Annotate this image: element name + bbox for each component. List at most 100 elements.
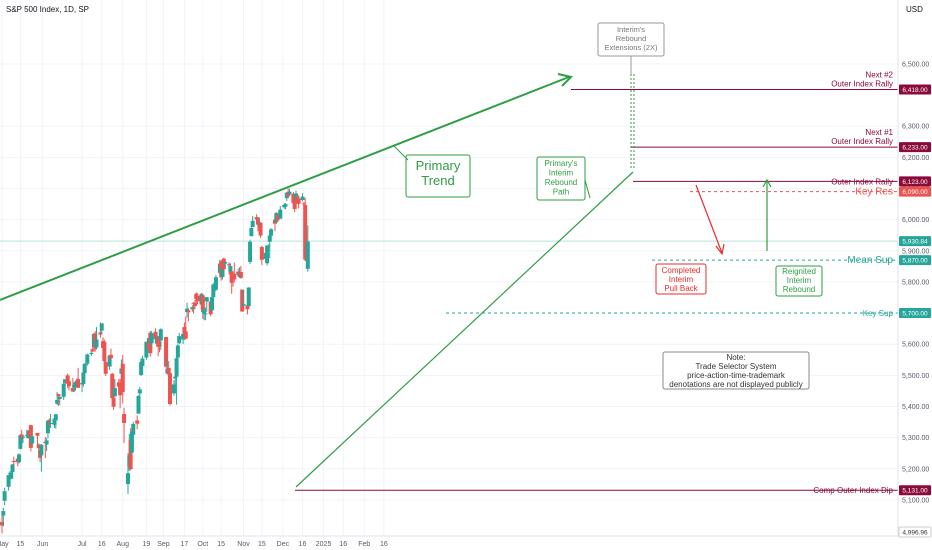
rebound-box bbox=[775, 265, 823, 297]
rebound-ext-label: Interim's bbox=[617, 25, 645, 34]
interim-path-label: Primary's bbox=[544, 159, 577, 168]
level-label: Key Sup bbox=[863, 309, 894, 318]
candle-body bbox=[267, 235, 272, 242]
candle-body bbox=[17, 454, 22, 463]
candle-body bbox=[166, 367, 171, 375]
candle-body bbox=[110, 373, 115, 399]
rebound-label: Interim bbox=[787, 276, 812, 285]
candle-body bbox=[164, 337, 169, 367]
candle-body bbox=[131, 423, 136, 435]
note-label: Note: bbox=[726, 353, 745, 362]
x-tick-label: 16 bbox=[299, 541, 307, 548]
candle-body bbox=[122, 413, 127, 423]
currency-label: USD bbox=[906, 5, 923, 14]
candle-body bbox=[181, 333, 186, 340]
y-tick-label: 6,000.00 bbox=[902, 217, 929, 224]
candle-body bbox=[149, 333, 154, 344]
candle-body bbox=[99, 323, 104, 331]
note-label: Trade Selector System bbox=[695, 362, 776, 371]
interim-path-label: Path bbox=[553, 188, 569, 197]
y-tick-label: 5,600.00 bbox=[902, 342, 929, 349]
candle-body bbox=[227, 264, 232, 266]
level-label: Key Res bbox=[855, 187, 893, 198]
candle-body bbox=[136, 395, 141, 414]
candle-body bbox=[192, 302, 197, 307]
y-tick-label: 6,200.00 bbox=[902, 155, 929, 162]
interim-path-pointer bbox=[584, 179, 591, 199]
candle-body bbox=[300, 196, 305, 201]
x-tick-label: Dec bbox=[277, 541, 290, 548]
candle-body bbox=[292, 201, 297, 210]
candle-body bbox=[9, 472, 14, 479]
price-badge-label: 6,090.00 bbox=[902, 189, 928, 196]
candle-body bbox=[153, 331, 158, 340]
candle-body bbox=[278, 209, 283, 219]
candle-body bbox=[174, 358, 179, 377]
price-badge-label: 6,233.00 bbox=[902, 145, 928, 152]
x-tick-label: 17 bbox=[181, 541, 189, 548]
chart-title: S&P 500 Index, 1D, SP bbox=[6, 5, 89, 14]
candle-body bbox=[220, 268, 225, 277]
candle-body bbox=[85, 354, 90, 364]
x-tick-label: Jun bbox=[37, 541, 48, 548]
price-badge bbox=[899, 142, 931, 153]
price-badge bbox=[899, 308, 931, 319]
candle-body bbox=[265, 245, 270, 264]
price-badge bbox=[899, 236, 931, 247]
primary-trend-line bbox=[0, 76, 570, 301]
interim-rebound-line bbox=[295, 171, 634, 488]
candles bbox=[0, 188, 310, 534]
y-tick-label: 5,300.00 bbox=[902, 435, 929, 442]
interim-path-box bbox=[536, 156, 586, 201]
price-badge bbox=[899, 186, 931, 197]
primary-trend-label: Primary bbox=[416, 158, 461, 173]
x-tick-label: 15 bbox=[258, 541, 266, 548]
candle-body bbox=[47, 419, 52, 422]
price-badge-label: 6,123.00 bbox=[902, 179, 928, 186]
candle-body bbox=[258, 222, 263, 236]
price-badge bbox=[899, 176, 931, 187]
rebound-arrowhead bbox=[762, 178, 772, 188]
pullback-label: Interim bbox=[669, 275, 694, 284]
candle-body bbox=[1, 511, 6, 516]
candle-body bbox=[135, 420, 140, 424]
candle-body bbox=[89, 352, 94, 354]
candle-body bbox=[45, 420, 50, 434]
y-tick-label: 5,800.00 bbox=[902, 279, 929, 286]
candle-body bbox=[39, 444, 44, 456]
candle-body bbox=[156, 336, 161, 347]
candle-body bbox=[190, 307, 195, 310]
candle-body bbox=[76, 379, 81, 388]
level-label: Next #2 bbox=[865, 70, 893, 79]
y-tick-label: 5,900.00 bbox=[902, 248, 929, 255]
x-tick-label: Jul bbox=[78, 541, 87, 548]
candle-body bbox=[102, 341, 107, 362]
candle-body bbox=[221, 258, 226, 270]
candle-body bbox=[204, 297, 209, 302]
price-badge-label: 5,930.84 bbox=[902, 239, 928, 246]
rebound-label: Rebound bbox=[783, 285, 815, 294]
candle-body bbox=[118, 382, 123, 396]
x-tick-label: 15 bbox=[16, 541, 24, 548]
x-tick-label: 16 bbox=[98, 541, 106, 548]
candle-body bbox=[19, 434, 24, 439]
candle-body bbox=[44, 440, 49, 445]
candle-body bbox=[53, 414, 58, 421]
candle-body bbox=[213, 277, 218, 290]
candle-body bbox=[52, 418, 57, 425]
candle-body bbox=[303, 205, 308, 260]
pullback-box bbox=[655, 263, 707, 295]
price-badge-label: 5,870.00 bbox=[902, 258, 928, 265]
candle-body bbox=[232, 273, 237, 280]
candle-body bbox=[65, 375, 70, 384]
y-tick-label: 5,100.00 bbox=[902, 497, 929, 504]
candle-body bbox=[173, 376, 178, 379]
candle-body bbox=[0, 522, 4, 526]
note-box bbox=[662, 351, 810, 390]
candle-body bbox=[120, 363, 125, 393]
candle-body bbox=[175, 345, 180, 358]
candle-body bbox=[82, 363, 87, 374]
y-tick-label: 5,400.00 bbox=[902, 404, 929, 411]
